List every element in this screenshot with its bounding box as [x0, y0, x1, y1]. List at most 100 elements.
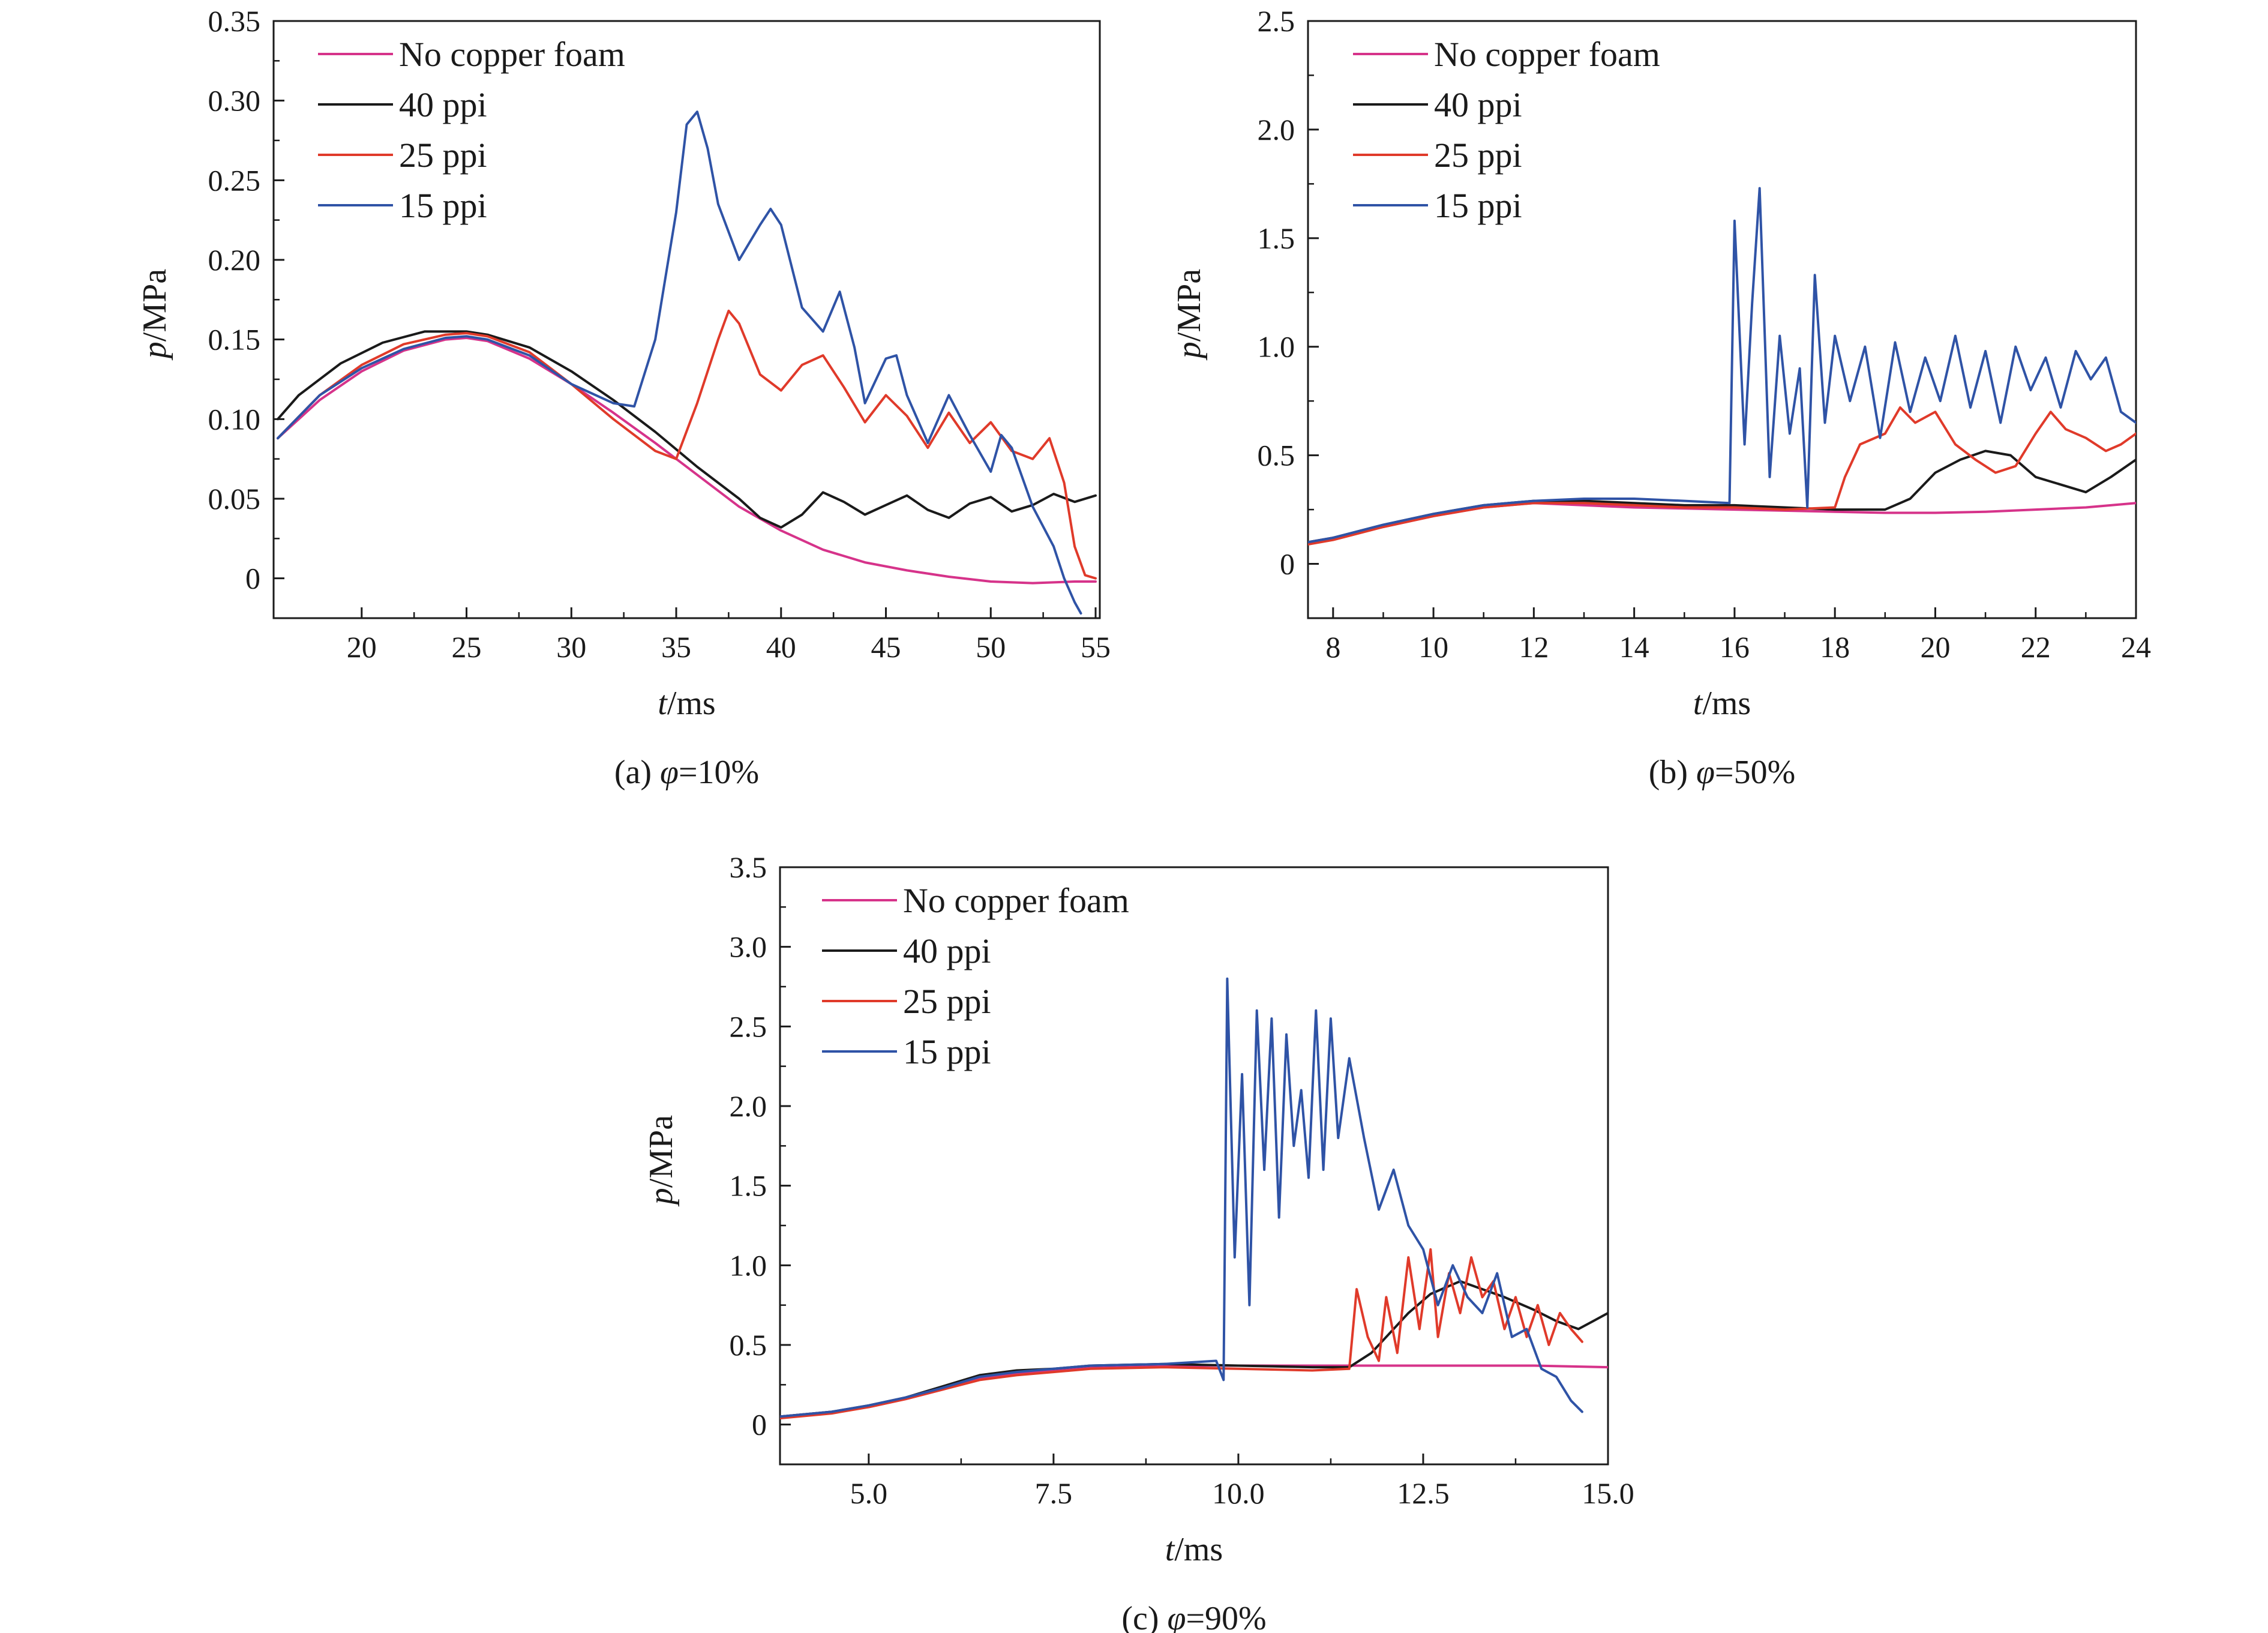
y-axis-unit: /MPa — [1171, 269, 1208, 341]
y-tick-label: 0.25 — [208, 163, 261, 197]
caption-prefix: (a) — [614, 754, 660, 791]
legend-label-no-copper-foam: No copper foam — [903, 881, 1129, 920]
y-tick-label: 0 — [1280, 547, 1295, 581]
y-tick-label: 1.5 — [1258, 221, 1295, 255]
legend: No copper foam 40 ppi 25 ppi 15 ppi — [318, 35, 625, 225]
y-tick-label: 0.10 — [208, 402, 261, 436]
series-line-no-copper-foam — [1308, 502, 2136, 544]
x-tick-label: 20 — [347, 630, 377, 664]
caption-symbol: φ — [1167, 1600, 1186, 1633]
y-axis-title: p/MPa — [643, 1115, 680, 1207]
x-tick-label: 45 — [871, 630, 901, 664]
caption-symbol: φ — [1696, 754, 1715, 791]
x-axis-symbol: t — [1165, 1531, 1175, 1568]
series-line-40-ppi — [1308, 450, 2136, 544]
x-tick-label: 8 — [1325, 630, 1340, 664]
x-tick-label: 22 — [2021, 630, 2051, 664]
legend-label-15-ppi: 15 ppi — [399, 186, 487, 225]
caption-suffix: =10% — [679, 754, 759, 791]
legend-label-25-ppi: 25 ppi — [399, 136, 487, 175]
x-tick-label: 15.0 — [1582, 1476, 1634, 1510]
x-tick-label: 12 — [1519, 630, 1549, 664]
series-line-40-ppi — [277, 330, 1097, 529]
plot-frame — [779, 866, 1609, 1466]
y-tick-label: 0.15 — [208, 323, 261, 356]
series-group — [277, 110, 1097, 615]
y-tick-label: 0.30 — [208, 84, 261, 118]
x-tick-label: 25 — [452, 630, 482, 664]
legend-label-25-ppi: 25 ppi — [1434, 136, 1522, 175]
x-axis-unit: /ms — [667, 685, 716, 722]
legend: No copper foam 40 ppi 25 ppi 15 ppi — [822, 881, 1129, 1071]
x-tick-label: 30 — [556, 630, 586, 664]
series-line-25-ppi — [277, 309, 1097, 580]
panel-caption: (b) φ=50% — [1649, 754, 1796, 791]
legend-label-15-ppi: 15 ppi — [903, 1032, 991, 1071]
y-tick-label: 3.0 — [730, 930, 767, 964]
y-tick-label: 0.05 — [208, 482, 261, 516]
legend-label-no-copper-foam: No copper foam — [1434, 35, 1660, 74]
x-tick-label: 16 — [1720, 630, 1750, 664]
legend-label-15-ppi: 15 ppi — [1434, 186, 1522, 225]
y-axis-unit: /MPa — [136, 269, 173, 341]
series-line-40-ppi — [780, 1280, 1608, 1418]
legend-label-40-ppi: 40 ppi — [399, 85, 487, 124]
series-group — [780, 977, 1608, 1420]
plot-frame — [1307, 20, 2137, 619]
y-tick-label: 0.5 — [1258, 439, 1295, 472]
x-tick-label: 18 — [1820, 630, 1850, 664]
chart-panel-3: 5.0 7.5 10.0 12.5 15.0 0 0.5 1.0 1.5 2.0 2.5 3.0 3.5… — [643, 850, 1634, 1633]
y-tick-label: 0.20 — [208, 243, 261, 277]
x-axis-title: t/ms — [1165, 1531, 1223, 1568]
legend: No copper foam 40 ppi 25 ppi 15 ppi — [1353, 35, 1660, 225]
x-tick-label: 14 — [1619, 630, 1649, 664]
y-axis-title: p/MPa — [136, 269, 173, 361]
x-tick-label: 7.5 — [1035, 1476, 1073, 1510]
y-tick-label: 1.0 — [730, 1248, 767, 1282]
y-tick-label: 0.35 — [208, 4, 261, 38]
x-tick-label: 10.0 — [1212, 1476, 1265, 1510]
y-axis-symbol: p — [1171, 341, 1208, 361]
x-tick-label: 40 — [766, 630, 796, 664]
panel-caption: (c) φ=90% — [1121, 1600, 1266, 1633]
y-tick-label: 1.0 — [1258, 330, 1295, 364]
caption-suffix: =50% — [1715, 754, 1795, 791]
y-axis-symbol: p — [136, 341, 173, 361]
x-axis-title: t/ms — [658, 685, 715, 722]
x-tick-label: 20 — [1920, 630, 1950, 664]
legend-label-40-ppi: 40 ppi — [1434, 85, 1522, 124]
x-tick-label: 24 — [2121, 630, 2151, 664]
y-tick-label: 0 — [752, 1408, 767, 1442]
x-tick-label: 12.5 — [1397, 1476, 1450, 1510]
caption-prefix: (c) — [1121, 1600, 1167, 1633]
y-tick-label: 2.5 — [730, 1009, 767, 1043]
series-line-15-ppi — [780, 977, 1583, 1418]
chart-panel-1: 20 25 30 35 40 45 50 55 0 0.05 0.10 0.15 0.20 0.25 0.3… — [136, 4, 1111, 791]
legend-label-40-ppi: 40 ppi — [903, 931, 991, 970]
caption-prefix: (b) — [1649, 754, 1696, 791]
x-tick-label: 50 — [976, 630, 1006, 664]
panel-caption: (a) φ=10% — [614, 754, 759, 791]
x-tick-label: 35 — [661, 630, 691, 664]
y-tick-label: 0 — [245, 562, 260, 595]
y-tick-label: 1.5 — [730, 1169, 767, 1203]
series-line-no-copper-foam — [780, 1364, 1608, 1418]
x-tick-label: 55 — [1081, 630, 1111, 664]
x-axis-unit: /ms — [1174, 1531, 1223, 1568]
y-tick-label: 2.5 — [1258, 4, 1295, 38]
series-line-15-ppi — [1308, 187, 2136, 544]
y-tick-label: 3.5 — [730, 850, 767, 884]
plot-frame — [272, 20, 1101, 619]
x-axis-symbol: t — [1693, 685, 1703, 722]
caption-symbol: φ — [660, 754, 679, 791]
y-axis-title: p/MPa — [1171, 269, 1208, 361]
x-axis-symbol: t — [658, 685, 668, 722]
x-tick-label: 5.0 — [850, 1476, 888, 1510]
series-line-25-ppi — [780, 1248, 1583, 1420]
y-axis-unit: /MPa — [643, 1115, 680, 1188]
x-axis-unit: /ms — [1702, 685, 1751, 722]
legend-label-no-copper-foam: No copper foam — [399, 35, 625, 74]
legend-label-25-ppi: 25 ppi — [903, 982, 991, 1021]
y-tick-label: 0.5 — [730, 1328, 767, 1362]
